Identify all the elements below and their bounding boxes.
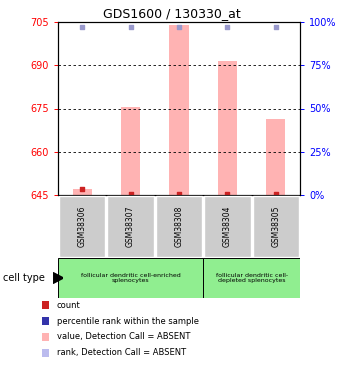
Polygon shape [53, 273, 63, 284]
Bar [266, 118, 285, 195]
Point [80, 186, 85, 192]
Text: follicular dendritic cell-enriched
splenocytes: follicular dendritic cell-enriched splen… [81, 273, 180, 284]
Point [176, 24, 182, 30]
Bar [42, 301, 49, 309]
Text: GSM38307: GSM38307 [126, 206, 135, 247]
Bar [156, 196, 202, 257]
Text: cell type: cell type [3, 273, 45, 283]
Point [176, 191, 182, 197]
Bar [252, 196, 299, 257]
Text: percentile rank within the sample: percentile rank within the sample [57, 316, 199, 326]
Text: GDS1600 / 130330_at: GDS1600 / 130330_at [103, 7, 240, 20]
Text: GSM38305: GSM38305 [271, 206, 280, 247]
Point [128, 24, 133, 30]
Bar [42, 317, 49, 324]
Bar [58, 258, 203, 298]
Point [273, 24, 279, 30]
Text: count: count [57, 300, 80, 309]
Bar [42, 333, 49, 340]
Point [225, 24, 230, 30]
Text: GSM38308: GSM38308 [175, 206, 184, 247]
Bar [107, 196, 154, 257]
Text: rank, Detection Call = ABSENT: rank, Detection Call = ABSENT [57, 348, 186, 357]
Point [128, 191, 133, 197]
Bar [203, 258, 300, 298]
Bar [218, 61, 237, 195]
Bar [72, 189, 92, 195]
Bar [204, 196, 251, 257]
Bar [59, 196, 105, 257]
Point [80, 24, 85, 30]
Point [225, 191, 230, 197]
Point [273, 191, 279, 197]
Bar [121, 107, 140, 195]
Text: GSM38304: GSM38304 [223, 206, 232, 247]
Text: GSM38306: GSM38306 [78, 206, 87, 247]
Text: follicular dendritic cell-
depleted splenocytes: follicular dendritic cell- depleted sple… [215, 273, 288, 284]
Text: value, Detection Call = ABSENT: value, Detection Call = ABSENT [57, 333, 190, 342]
Bar [169, 26, 189, 195]
Bar [42, 349, 49, 357]
